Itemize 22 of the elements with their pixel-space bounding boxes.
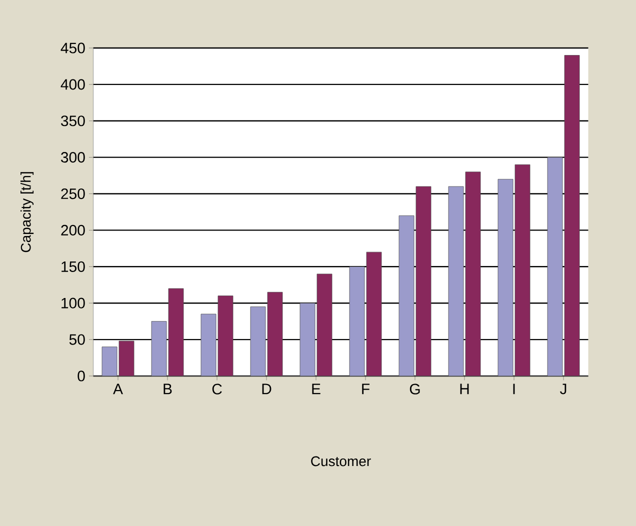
y-tick-label: 150: [62, 261, 85, 272]
x-tick-label: E: [312, 384, 320, 394]
y-tick-label: 300: [60, 152, 85, 163]
x-tick-label: J: [560, 384, 566, 394]
x-tick-label: A: [113, 384, 123, 394]
x-tick-label: D: [262, 384, 272, 394]
x-tick-label: H: [460, 384, 469, 394]
y-tick-label: 450: [60, 42, 85, 54]
x-tick-label: B: [164, 384, 172, 394]
x-tick-label: G: [410, 384, 420, 394]
y-tick-label: 0: [78, 370, 85, 382]
y-tick-label: 400: [60, 79, 85, 90]
x-tick-label: C: [212, 384, 222, 394]
y-tick-label: 50: [69, 334, 85, 345]
y-tick-label: 200: [61, 224, 85, 236]
x-tick-label: I: [513, 384, 515, 394]
x-tick-label: F: [362, 384, 370, 394]
y-tick-label: 250: [61, 188, 85, 200]
y-axis-title: Capacity [t/h]: [20, 172, 34, 252]
y-tick-label: 350: [60, 116, 85, 126]
x-axis-title: Customer: [311, 456, 371, 466]
y-tick-label: 100: [62, 298, 85, 308]
